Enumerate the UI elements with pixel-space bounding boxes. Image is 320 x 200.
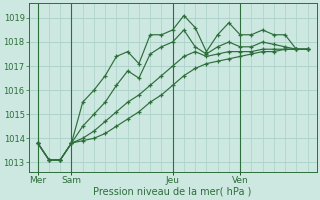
X-axis label: Pression niveau de la mer( hPa ): Pression niveau de la mer( hPa )	[93, 187, 252, 197]
